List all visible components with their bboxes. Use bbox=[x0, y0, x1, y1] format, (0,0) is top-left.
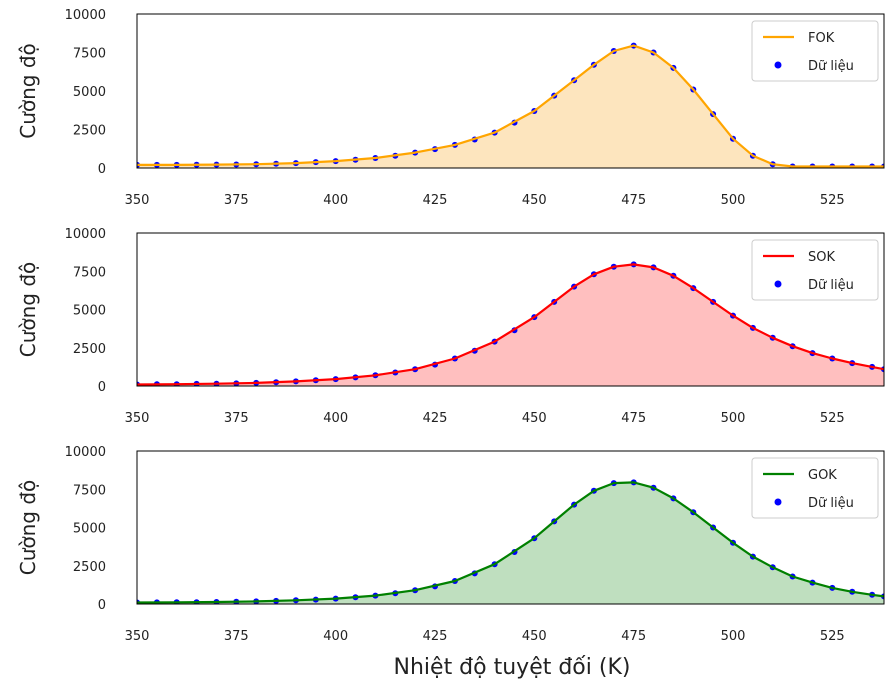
x-tick-label: 400 bbox=[323, 193, 348, 208]
legend: GOK Dữ liệu bbox=[751, 457, 879, 519]
x-tick-label: 450 bbox=[522, 193, 547, 208]
y-tick-label: 2500 bbox=[73, 560, 106, 575]
x-tick-label: 475 bbox=[621, 629, 646, 644]
x-tick-label: 500 bbox=[721, 411, 746, 426]
legend-swatch-points bbox=[774, 498, 782, 506]
x-tick-label: 475 bbox=[621, 193, 646, 208]
plot-area bbox=[137, 42, 884, 168]
x-axis-label: Nhiệt độ tuyệt đối (K) bbox=[394, 655, 631, 680]
y-tick-label: 5000 bbox=[73, 85, 106, 100]
y-tick-label: 5000 bbox=[73, 522, 106, 537]
legend: SOK Dữ liệu bbox=[751, 239, 879, 301]
x-tick-label: 525 bbox=[820, 193, 845, 208]
fill-area bbox=[137, 264, 884, 386]
x-tick-label: 350 bbox=[125, 411, 150, 426]
y-tick-label: 7500 bbox=[73, 483, 106, 498]
legend-label: GOK bbox=[808, 468, 837, 483]
x-tick-label: 400 bbox=[323, 629, 348, 644]
subplot-fok: 350 375 400 425 450 475 500 525 0 2500 5000 7500 100… bbox=[16, 8, 885, 208]
y-tick-label: 10000 bbox=[65, 445, 106, 460]
legend-swatch-points bbox=[774, 61, 782, 69]
legend-label: Dữ liệu bbox=[808, 496, 854, 511]
x-tick-label: 400 bbox=[323, 411, 348, 426]
y-axis-label: Cường độ bbox=[16, 480, 40, 576]
fit-line-sok bbox=[137, 263, 884, 386]
legend-label: Dữ liệu bbox=[808, 278, 854, 293]
fit-line-fok bbox=[137, 44, 884, 168]
x-tick-label: 525 bbox=[820, 629, 845, 644]
x-tick-label: 375 bbox=[224, 411, 249, 426]
y-axis-label: Cường độ bbox=[16, 43, 40, 139]
fill-area bbox=[137, 482, 884, 604]
x-tick-label: 425 bbox=[423, 193, 448, 208]
subplot-gok: 350 375 400 425 450 475 500 525 0 2500 5000 7500 100… bbox=[16, 445, 885, 644]
x-tick-label: 500 bbox=[721, 629, 746, 644]
legend-swatch-points bbox=[774, 280, 782, 288]
y-tick-label: 0 bbox=[98, 598, 106, 613]
axes-frame bbox=[136, 450, 885, 605]
x-tick-label: 375 bbox=[224, 629, 249, 644]
legend-label: Dữ liệu bbox=[808, 59, 854, 74]
y-tick-label: 0 bbox=[98, 380, 106, 395]
axes-frame bbox=[136, 13, 885, 169]
x-tick-label: 425 bbox=[423, 629, 448, 644]
x-tick-label: 475 bbox=[621, 411, 646, 426]
plot-area bbox=[137, 479, 884, 604]
x-tick-label: 350 bbox=[125, 629, 150, 644]
y-tick-label: 0 bbox=[98, 162, 106, 177]
x-tick-label: 350 bbox=[125, 193, 150, 208]
fill-area bbox=[137, 45, 884, 168]
x-tick-label: 450 bbox=[522, 411, 547, 426]
y-tick-label: 10000 bbox=[65, 227, 106, 242]
y-axis-label: Cường độ bbox=[16, 262, 40, 358]
legend-label: SOK bbox=[808, 250, 835, 265]
plot-area bbox=[137, 261, 884, 386]
y-tick-label: 10000 bbox=[65, 8, 106, 23]
fit-line-gok bbox=[137, 481, 884, 604]
legend: FOK Dữ liệu bbox=[751, 20, 879, 82]
y-tick-label: 7500 bbox=[73, 265, 106, 280]
y-tick-label: 5000 bbox=[73, 304, 106, 319]
x-tick-label: 525 bbox=[820, 411, 845, 426]
y-tick-label: 2500 bbox=[73, 342, 106, 357]
y-tick-label: 2500 bbox=[73, 124, 106, 139]
x-tick-label: 450 bbox=[522, 629, 547, 644]
x-tick-label: 425 bbox=[423, 411, 448, 426]
x-tick-label: 500 bbox=[721, 193, 746, 208]
legend-label: FOK bbox=[808, 31, 835, 46]
subplot-sok: 350 375 400 425 450 475 500 525 0 2500 5000 7500 100… bbox=[16, 227, 885, 426]
axes-frame bbox=[136, 232, 885, 387]
y-tick-label: 7500 bbox=[73, 47, 106, 62]
x-tick-label: 375 bbox=[224, 193, 249, 208]
